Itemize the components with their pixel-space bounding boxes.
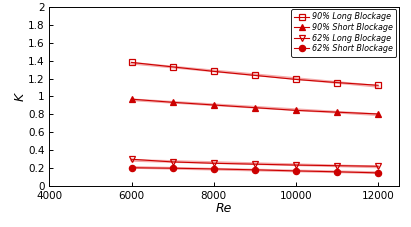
90% Short Blockage xyxy=(211,104,216,106)
Legend: 90% Long Blockage, 90% Short Blockage, 62% Long Blockage, 62% Short Blockage: 90% Long Blockage, 90% Short Blockage, 6… xyxy=(291,9,396,57)
90% Short Blockage xyxy=(335,111,339,114)
Line: 90% Short Blockage: 90% Short Blockage xyxy=(128,96,381,117)
Line: 62% Long Blockage: 62% Long Blockage xyxy=(128,156,381,169)
62% Long Blockage xyxy=(129,158,134,161)
90% Short Blockage xyxy=(376,113,381,115)
X-axis label: Re: Re xyxy=(216,202,232,215)
90% Long Blockage xyxy=(335,81,339,84)
62% Long Blockage xyxy=(252,163,257,165)
62% Long Blockage xyxy=(293,164,298,166)
62% Long Blockage xyxy=(170,160,175,163)
Line: 62% Short Blockage: 62% Short Blockage xyxy=(128,165,381,176)
90% Long Blockage xyxy=(293,78,298,81)
90% Long Blockage xyxy=(252,74,257,77)
62% Short Blockage xyxy=(211,168,216,170)
90% Short Blockage xyxy=(252,106,257,109)
90% Short Blockage xyxy=(170,101,175,104)
90% Long Blockage xyxy=(211,70,216,73)
90% Long Blockage xyxy=(129,61,134,64)
Y-axis label: K: K xyxy=(14,92,26,101)
62% Short Blockage xyxy=(129,166,134,169)
62% Short Blockage xyxy=(335,170,339,173)
90% Long Blockage xyxy=(170,66,175,68)
62% Short Blockage xyxy=(252,168,257,171)
Line: 90% Long Blockage: 90% Long Blockage xyxy=(128,59,381,88)
90% Long Blockage xyxy=(376,84,381,87)
62% Long Blockage xyxy=(335,164,339,167)
62% Short Blockage xyxy=(376,172,381,174)
62% Short Blockage xyxy=(170,167,175,170)
90% Short Blockage xyxy=(293,109,298,112)
90% Short Blockage xyxy=(129,98,134,101)
62% Long Blockage xyxy=(211,162,216,165)
62% Long Blockage xyxy=(376,165,381,168)
62% Short Blockage xyxy=(293,170,298,172)
